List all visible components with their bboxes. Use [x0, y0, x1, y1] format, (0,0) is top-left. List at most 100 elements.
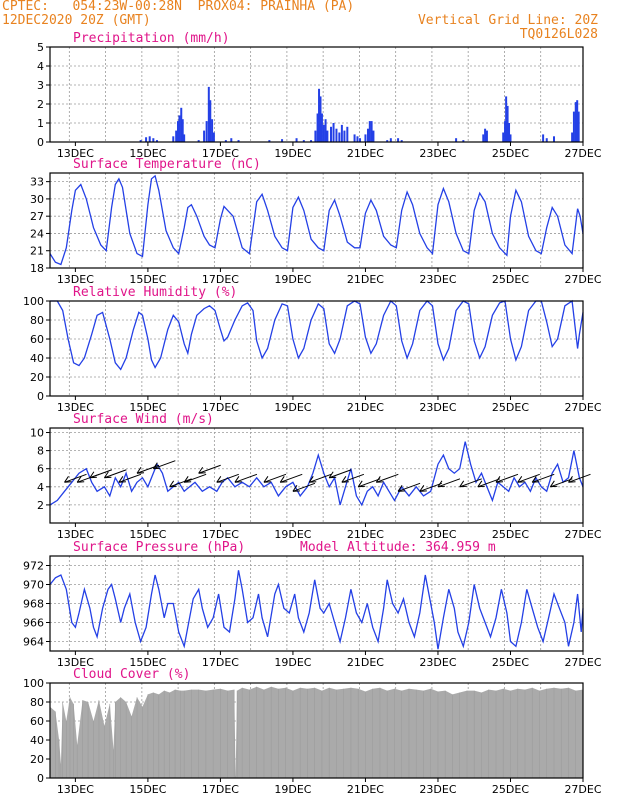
x-tick-label: 19DEC	[274, 528, 311, 541]
wind-vector-head	[136, 466, 145, 474]
x-tick-label: 25DEC	[492, 783, 529, 796]
precip-bar-49	[370, 121, 373, 142]
y-tick-label: 24	[30, 227, 44, 240]
panel-frame	[49, 300, 584, 397]
panel-title: Cloud Cover (%)	[73, 667, 190, 682]
panel-1	[46, 46, 584, 146]
precip-bar-16	[207, 86, 210, 142]
y-tick-label: 60	[30, 333, 44, 346]
x-tick-label: 23DEC	[419, 528, 456, 541]
x-tick-label: 25DEC	[492, 147, 529, 160]
y-tick-label: 3	[37, 79, 44, 92]
wind-vector-shaft	[104, 469, 127, 479]
precip-bar-52	[389, 138, 392, 142]
x-tick-label: 13DEC	[57, 783, 94, 796]
x-tick-label: 15DEC	[129, 528, 166, 541]
y-tick-label: 10	[30, 427, 44, 440]
y-tick-label: 27	[30, 210, 44, 223]
wind-vector-shaft	[89, 469, 113, 479]
precip-bar-69	[571, 132, 574, 142]
wind-vector-17	[328, 469, 352, 479]
wind-vector-26	[495, 473, 519, 483]
header-location: CPTEC: 054:23W-00:28N PROX04: PRAINHA (P…	[2, 0, 355, 14]
precip-bar-56	[462, 140, 465, 142]
wind-vector-11	[216, 473, 239, 483]
precip-bar-45	[359, 138, 362, 142]
precip-bar-20	[224, 140, 227, 142]
wind-vector-24	[459, 478, 482, 488]
precip-bar-29	[316, 113, 319, 142]
y-tick-label: 20	[30, 371, 44, 384]
y-tick-label: 6	[37, 463, 44, 476]
precip-bar-70	[572, 111, 575, 142]
precip-bar-53	[397, 138, 400, 142]
precip-bar-23	[268, 140, 271, 142]
x-tick-label: 27DEC	[564, 528, 601, 541]
wind-vector-head	[292, 485, 300, 492]
y-tick-label: 100	[23, 677, 44, 690]
wind-vector-18	[341, 473, 365, 483]
wind-vector-3	[89, 469, 113, 479]
wind-vector-shaft	[437, 478, 461, 488]
wind-vector-shaft	[292, 482, 316, 492]
precip-bar-1	[139, 140, 142, 142]
y-tick-label: 8	[37, 445, 44, 458]
wind-vector-21	[397, 482, 421, 492]
wind-vector-shaft	[169, 478, 192, 488]
x-tick-label: 15DEC	[129, 656, 166, 669]
precip-bar-15	[205, 121, 208, 142]
y-tick-label: 4	[37, 481, 44, 494]
wind-vector-22	[419, 482, 443, 492]
y-tick-label: 33	[30, 176, 44, 189]
wind-vector-1	[64, 473, 87, 483]
x-tick-label: 13DEC	[57, 147, 94, 160]
precip-bar-64	[508, 123, 511, 142]
y-tick-label: 0	[37, 390, 44, 403]
wind-vector-shaft	[517, 473, 540, 483]
x-tick-label: 21DEC	[347, 147, 384, 160]
precip-bar-73	[577, 111, 580, 142]
precip-bar-38	[335, 128, 338, 142]
panel-title: Surface Temperature (nC)	[73, 157, 261, 172]
panel-6	[46, 682, 584, 782]
precip-bar-19	[212, 132, 215, 142]
panel-5	[46, 555, 584, 655]
x-tick-label: 19DEC	[274, 147, 311, 160]
wind-vector-shaft	[153, 460, 176, 470]
precip-bar-68	[552, 136, 555, 142]
wind-vector-shaft	[419, 482, 443, 492]
x-tick-label: 23DEC	[419, 147, 456, 160]
precip-bar-59	[485, 130, 488, 142]
precip-bar-55	[455, 138, 458, 142]
y-tick-label: 40	[30, 734, 44, 747]
precip-bar-48	[368, 121, 371, 142]
x-tick-label: 19DEC	[274, 401, 311, 414]
wind-vector-head	[328, 471, 337, 479]
wind-vector-head	[375, 476, 384, 483]
wind-vector-head	[263, 476, 271, 483]
wind-vector-7	[152, 460, 176, 470]
surface-pressure-hpa-line	[49, 570, 584, 650]
wind-vector-head	[531, 476, 540, 483]
y-tick-label: 1	[37, 117, 44, 130]
precip-bar-35	[326, 130, 329, 142]
precip-bar-24	[281, 139, 284, 142]
y-tick-label: 972	[23, 560, 44, 573]
x-tick-label: 17DEC	[202, 147, 239, 160]
precip-bar-54	[400, 140, 403, 142]
wind-vector-shaft	[397, 482, 421, 492]
surface-temperature-nc-line	[49, 174, 584, 266]
wind-vector-shaft	[183, 473, 207, 483]
precip-bar-37	[332, 123, 335, 142]
x-tick-label: 13DEC	[57, 656, 94, 669]
wind-vector-head	[419, 485, 427, 492]
panel-2	[46, 172, 584, 272]
wind-vector-5	[118, 473, 142, 483]
wind-vector-shaft	[216, 473, 239, 483]
precip-bar-40	[340, 124, 343, 142]
x-tick-label: 23DEC	[419, 273, 456, 286]
wind-vector-shaft	[459, 478, 482, 488]
wind-vector-shaft	[280, 473, 303, 483]
wind-vector-23	[437, 478, 461, 488]
y-tick-label: 968	[23, 598, 44, 611]
